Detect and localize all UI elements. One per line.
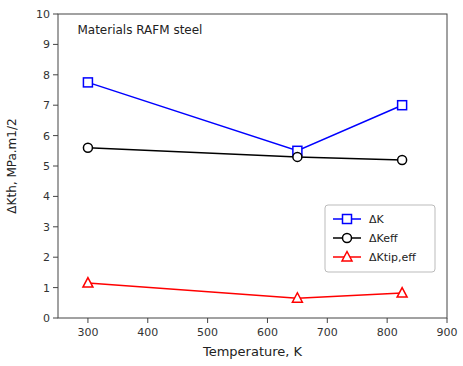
y-tick-label: 5 [43, 160, 50, 173]
y-tick-label: 3 [43, 221, 50, 234]
x-tick [87, 318, 88, 323]
y-tick-label: 10 [36, 8, 50, 21]
y-tick-label: 2 [43, 251, 50, 264]
y-axis-label: ΔKth, MPa.m1/2 [5, 118, 19, 213]
series-line [88, 82, 402, 150]
legend-marker [343, 234, 352, 243]
x-tick [387, 318, 388, 323]
y-tick [53, 318, 58, 319]
x-tick-label: 900 [437, 326, 458, 339]
y-tick [53, 226, 58, 227]
y-tick-label: 7 [43, 99, 50, 112]
series-marker [83, 278, 93, 288]
x-tick-label: 400 [137, 326, 158, 339]
series-line [88, 148, 402, 160]
x-tick-label: 800 [377, 326, 398, 339]
x-tick [327, 318, 328, 323]
y-tick-label: 6 [43, 130, 50, 143]
legend-marker [342, 252, 352, 262]
series-marker [83, 143, 92, 152]
x-tick-label: 500 [197, 326, 218, 339]
x-tick [207, 318, 208, 323]
legend-label: ΔK [369, 213, 385, 226]
series-line [88, 283, 402, 298]
x-tick-label: 700 [317, 326, 338, 339]
series-marker [398, 101, 407, 110]
y-tick-label: 0 [43, 312, 50, 325]
legend-label: ΔKeff [369, 232, 398, 245]
x-tick [447, 318, 448, 323]
y-tick [53, 135, 58, 136]
plot-frame [58, 14, 447, 318]
series-marker [293, 152, 302, 161]
y-tick [53, 287, 58, 288]
legend-label: ΔKtip,eff [369, 251, 416, 264]
legend: ΔK ΔKeff ΔKtip,eff [325, 205, 435, 272]
series-marker [83, 78, 92, 87]
legend-marker [343, 215, 352, 224]
y-tick-label: 4 [43, 190, 50, 203]
series-marker [397, 288, 407, 298]
y-tick [53, 105, 58, 106]
y-tick [53, 196, 58, 197]
y-tick-label: 8 [43, 69, 50, 82]
y-tick [53, 14, 58, 15]
series-marker [292, 293, 302, 303]
x-tick-label: 300 [77, 326, 98, 339]
legend-box [325, 205, 435, 272]
series-marker [398, 155, 407, 164]
chart-title: Materials RAFM steel [77, 23, 202, 37]
y-tick [53, 74, 58, 75]
y-tick-label: 1 [43, 282, 50, 295]
x-tick [147, 318, 148, 323]
chart: 300 400 500 600 700 800 900 0 1 2 3 4 5 6 7 8 9 10 Tempera… [0, 0, 463, 366]
y-tick [53, 166, 58, 167]
y-tick [53, 257, 58, 258]
x-tick-label: 600 [257, 326, 278, 339]
y-tick [53, 44, 58, 45]
y-tick-label: 9 [43, 38, 50, 51]
x-tick [267, 318, 268, 323]
x-axis-label: Temperature, K [202, 344, 303, 359]
